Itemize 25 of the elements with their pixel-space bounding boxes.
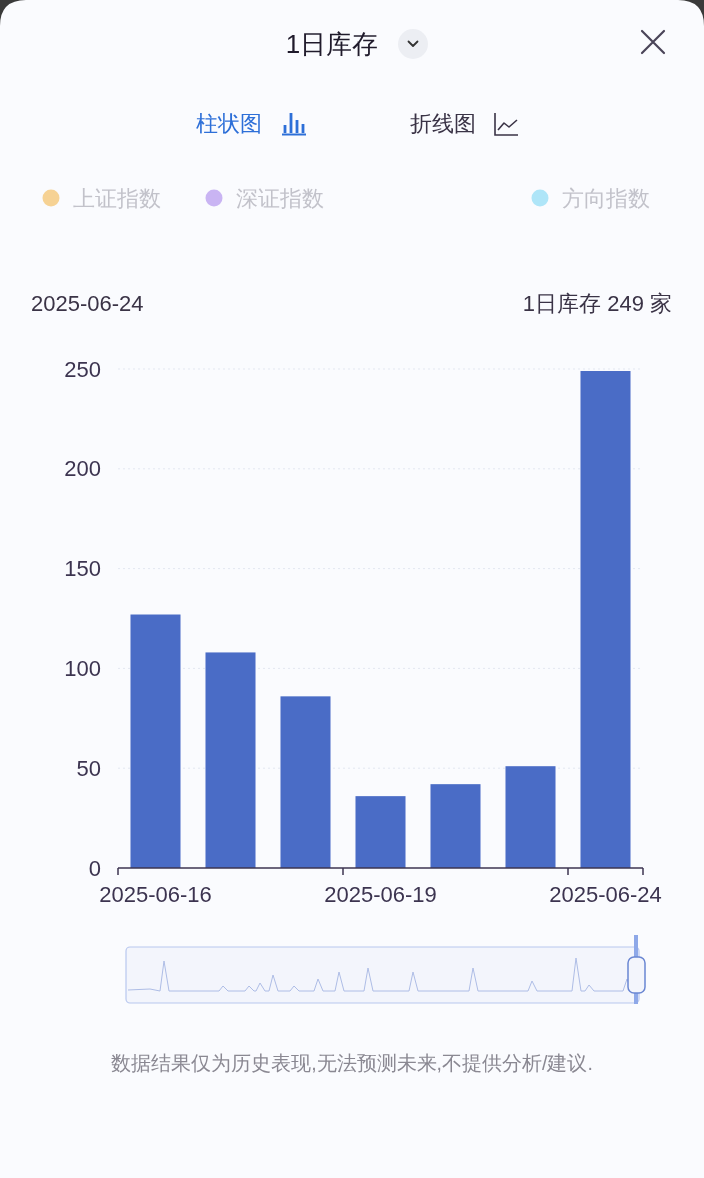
text: 方向指数: [562, 185, 650, 211]
y-tick-label: 0: [88, 855, 101, 881]
text: 1日库存 249 家: [522, 290, 672, 316]
text: 折线图: [410, 110, 476, 136]
bar: [580, 371, 631, 868]
y-tick-label: 100: [64, 655, 101, 681]
x-tick-label: 2025-06-24: [549, 881, 662, 907]
chart-title: 1日库存: [285, 29, 379, 59]
bar: [505, 766, 556, 868]
bar: [130, 614, 181, 868]
text: 上证指数: [73, 185, 161, 211]
text: 2025-06-24: [31, 290, 144, 316]
y-tick-label: 200: [64, 456, 101, 482]
text: 深证指数: [236, 185, 324, 211]
bar: [205, 652, 256, 868]
text: 数据结果仅为历史表现,无法预测未来,不提供分析/建议.: [111, 1052, 593, 1074]
bar: [355, 796, 406, 868]
y-tick-label: 250: [64, 356, 101, 382]
x-tick-label: 2025-06-19: [324, 881, 437, 907]
x-tick-label: 2025-06-16: [99, 881, 212, 907]
bar: [430, 784, 481, 868]
y-tick-label: 50: [76, 755, 101, 781]
text: 柱状图: [196, 110, 262, 136]
y-tick-label: 150: [64, 556, 101, 582]
bar: [280, 696, 331, 868]
